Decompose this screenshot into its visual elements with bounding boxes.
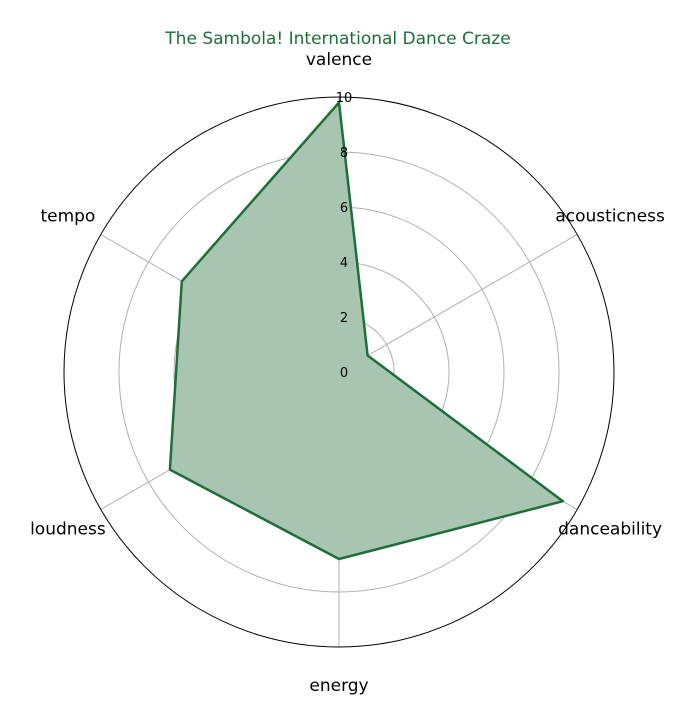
series-line — [168, 101, 565, 561]
category-label: valence — [306, 50, 372, 70]
category-label: energy — [309, 676, 368, 696]
r-tick-label: 0 — [340, 366, 348, 381]
radar-labels: 0 2 4 6 8 10 valence acousticness danceability en… — [30, 50, 665, 696]
r-tick-label: 6 — [340, 201, 348, 216]
category-label: danceability — [558, 520, 662, 540]
category-label: tempo — [40, 207, 95, 227]
grid-spoke — [338, 234, 578, 373]
chart-title: The Sambola! International Dance Craze — [164, 29, 510, 49]
category-label: acousticness — [555, 207, 665, 227]
category-label: loudness — [30, 520, 106, 540]
radar-frame — [63, 96, 615, 648]
r-tick-label: 8 — [340, 146, 348, 161]
radar-data — [168, 101, 565, 561]
series-area — [169, 102, 563, 559]
r-tick-label: 10 — [336, 91, 353, 106]
r-tick-label: 2 — [340, 311, 348, 326]
r-tick-label: 4 — [340, 256, 348, 271]
